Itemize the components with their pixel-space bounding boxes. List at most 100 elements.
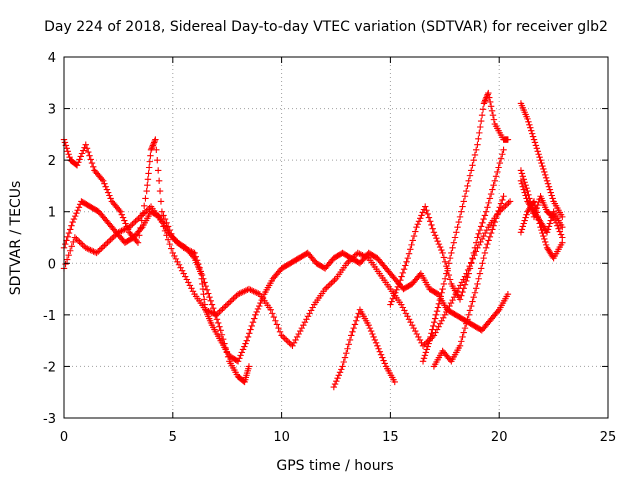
data-point (482, 244, 490, 252)
data-point (521, 189, 528, 196)
data-point (476, 270, 484, 277)
data-point (292, 336, 299, 344)
data-point (380, 357, 387, 364)
data-point (153, 146, 160, 154)
data-point (246, 330, 253, 337)
data-point (377, 351, 385, 358)
data-point (351, 321, 359, 328)
data-point (531, 139, 539, 146)
axis-ticks (63, 56, 609, 419)
data-point (345, 258, 352, 266)
data-point (203, 307, 211, 314)
data-point (500, 193, 507, 200)
data-point (470, 293, 477, 301)
data-point (518, 170, 526, 177)
data-point (478, 112, 486, 119)
data-point (110, 233, 117, 240)
data-point (62, 260, 69, 268)
data-point (490, 181, 497, 189)
data-point (546, 220, 554, 227)
data-point (251, 288, 259, 296)
data-point (482, 208, 490, 215)
data-point (427, 333, 434, 341)
data-point (475, 275, 482, 282)
data-point (149, 143, 156, 151)
data-point (79, 241, 86, 249)
data-point (67, 226, 74, 233)
data-point (471, 151, 479, 159)
data-point (478, 235, 486, 243)
data-point (86, 152, 93, 159)
data-point (371, 336, 379, 344)
data-point (533, 204, 541, 212)
data-point (121, 217, 128, 224)
data-point (502, 202, 509, 210)
data-point (73, 162, 81, 169)
data-point (393, 286, 400, 294)
data-point (531, 210, 539, 218)
data-point (107, 236, 114, 243)
data-point (418, 212, 425, 219)
data-point (144, 176, 152, 183)
data-point (441, 311, 448, 319)
data-point (499, 196, 506, 204)
data-point (101, 180, 108, 187)
data-point (148, 145, 155, 152)
data-point (413, 223, 420, 231)
data-point (289, 342, 296, 349)
data-point (519, 223, 527, 230)
data-point (321, 285, 329, 293)
data-point (428, 330, 435, 337)
plot-frame (63, 56, 609, 419)
data-point (555, 225, 562, 232)
data-point (463, 187, 470, 195)
data-point (521, 217, 528, 224)
data-point (460, 329, 467, 336)
data-point (547, 217, 555, 224)
data-point (309, 304, 316, 311)
data-point (323, 284, 330, 291)
data-point (102, 240, 110, 248)
data-point (524, 187, 531, 195)
data-point (370, 333, 377, 341)
data-point (549, 212, 556, 220)
data-point (469, 298, 476, 305)
data-point (185, 279, 192, 286)
y-tick-label: 2 (48, 154, 56, 169)
data-point (538, 226, 545, 234)
data-point (234, 291, 242, 298)
data-point (303, 316, 310, 323)
data-point (333, 377, 340, 385)
data-point (251, 315, 258, 322)
data-point (228, 296, 236, 304)
data-point (239, 288, 246, 296)
data-point (372, 339, 380, 347)
data-point (483, 226, 490, 234)
data-point (504, 291, 512, 298)
data-point (205, 290, 212, 297)
data-point (457, 282, 464, 289)
data-point (164, 236, 172, 243)
data-point (440, 254, 448, 261)
data-point (488, 107, 496, 114)
data-point (459, 288, 466, 296)
data-point (439, 285, 446, 293)
data-point (412, 228, 419, 235)
data-point (330, 383, 338, 391)
data-point (494, 168, 501, 176)
data-point (422, 349, 430, 356)
data-point (74, 237, 82, 244)
data-point (482, 229, 489, 237)
data-point (492, 173, 500, 180)
data-point (480, 215, 487, 223)
data-point (293, 333, 301, 341)
data-point (242, 340, 249, 347)
data-point (479, 260, 486, 267)
data-point (465, 177, 472, 184)
data-point (143, 207, 150, 215)
data-point (494, 211, 501, 218)
data-point (464, 274, 471, 281)
data-point (484, 240, 491, 248)
data-point (503, 201, 511, 208)
